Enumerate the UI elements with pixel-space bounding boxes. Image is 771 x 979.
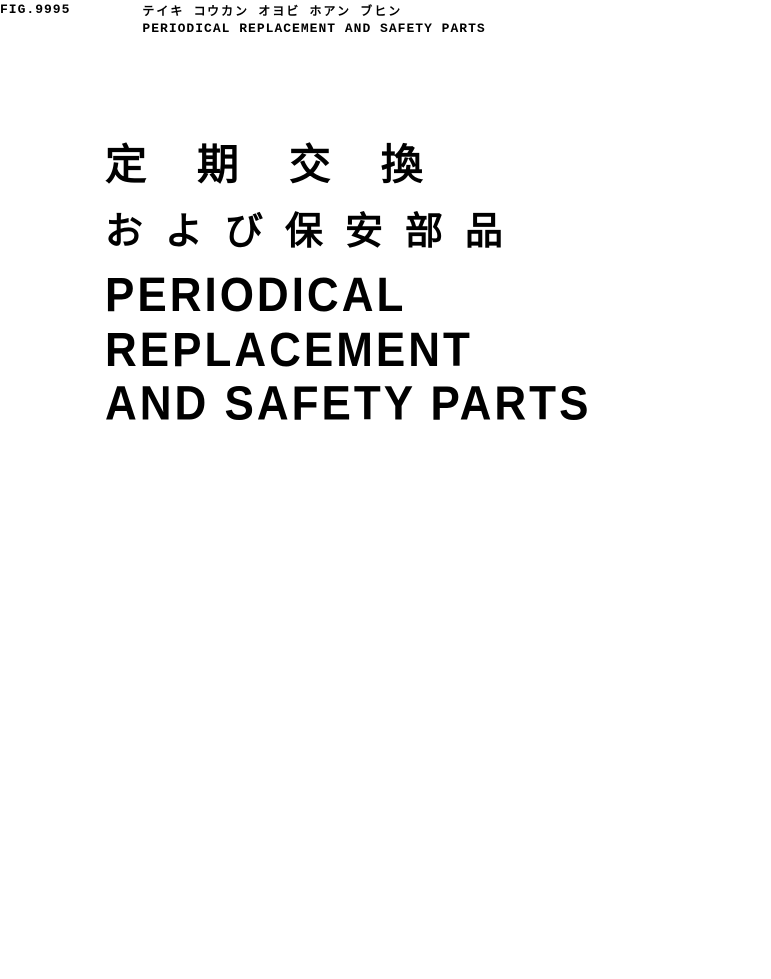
page-header: FIG.9995 テイキ コウカン オヨビ ホアン ブヒン PERIODICAL… bbox=[0, 0, 771, 36]
japanese-title-line1: 定期交換 bbox=[105, 131, 771, 192]
english-header-text: PERIODICAL REPLACEMENT AND SAFETY PARTS bbox=[142, 21, 485, 36]
english-title-line2: AND SAFETY PARTS bbox=[105, 377, 771, 432]
japanese-title-line2: および保安部品 bbox=[105, 200, 771, 255]
english-title-line1: PERIODICAL REPLACEMENT bbox=[105, 268, 771, 378]
figure-label: FIG.9995 bbox=[0, 2, 70, 17]
main-title-block: 定期交換 および保安部品 PERIODICAL REPLACEMENT AND … bbox=[105, 131, 771, 429]
japanese-header-text: テイキ コウカン オヨビ ホアン ブヒン bbox=[142, 2, 485, 19]
header-text-block: テイキ コウカン オヨビ ホアン ブヒン PERIODICAL REPLACEM… bbox=[142, 2, 485, 36]
